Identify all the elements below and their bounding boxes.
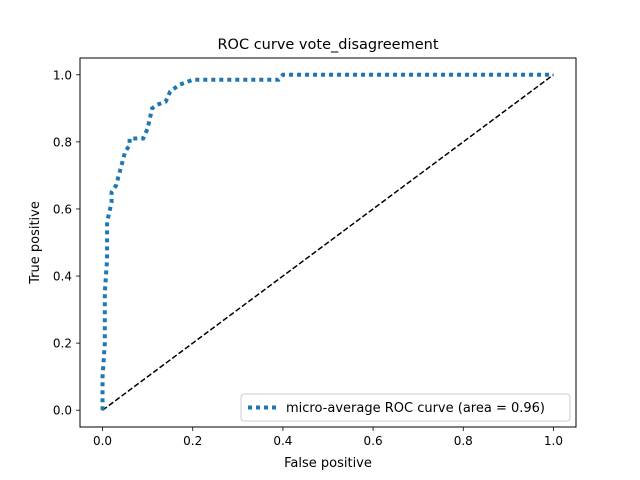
y-tick-label: 0.2 [53,337,72,351]
plot-frame [79,57,577,428]
chart-title: ROC curve vote_disagreement [217,37,438,53]
y-tick-label: 0.6 [53,202,72,216]
x-axis-label: False positive [284,456,372,471]
y-tick-label: 0.4 [53,270,72,284]
y-tick-label: 0.8 [53,135,72,149]
legend-box [240,393,571,422]
x-tick-label: 0.2 [183,434,202,448]
x-tick-label: 0.6 [364,434,383,448]
y-axis-label: True positive [28,201,43,285]
x-tick-label: 1.0 [544,434,563,448]
chance-diagonal-line [102,74,554,411]
y-tick-label: 1.0 [53,68,72,82]
x-tick-label: 0.0 [93,434,112,448]
y-tick-label: 0.0 [53,404,72,418]
legend-label-micro-average: micro-average ROC curve (area = 0.96) [286,401,545,416]
x-tick-label: 0.4 [273,434,292,448]
roc-curve-micro-average [100,72,554,411]
x-tick-label: 0.8 [454,434,473,448]
legend: micro-average ROC curve (area = 0.96) [240,393,571,422]
